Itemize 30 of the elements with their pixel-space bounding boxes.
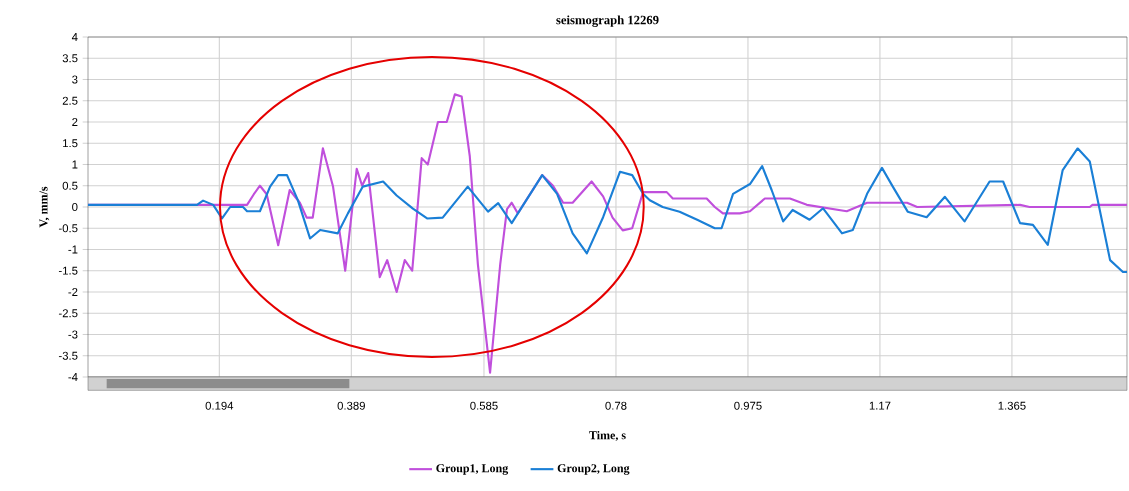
y-tick-label: 0.5 [62,181,78,190]
legend-label: Group1, Long [436,464,509,475]
x-tick-label: 0.389 [337,401,365,410]
y-tick-label: 2.5 [62,96,78,105]
y-tick-label: 4 [71,33,78,41]
y-tick-label: -0.5 [58,224,78,233]
y-tick-label: -1.5 [58,266,78,275]
y-tick-label: -3.5 [58,351,78,360]
x-tick-label: 0.78 [605,401,627,410]
x-tick-label: 1.365 [998,401,1026,410]
y-tick-label: -2.5 [58,309,78,318]
y-tick-label: 2 [72,118,78,126]
y-tick-label: -3 [68,330,78,339]
x-tick-label: 0.194 [205,401,234,410]
chart-title: seismograph 12269 [556,15,659,27]
y-tick-label: 3 [72,75,78,84]
y-tick-label: 0 [72,202,78,211]
y-tick-label: 3.5 [62,54,78,63]
y-axis-title: V, mm/s [39,186,50,228]
legend-label: Group2, Long [557,464,630,475]
x-axis-title: Time, s [589,430,626,442]
line-series [88,147,1127,274]
x-tick-label: 1.17 [869,401,891,410]
x-tick-label: 0.585 [470,401,498,410]
y-tick-label: 1 [72,160,78,169]
y-tick-label: 1.5 [63,139,78,148]
y-tick-label: -2 [68,288,78,296]
y-tick-label: -4 [68,373,78,381]
y-tick-label: -1 [68,245,78,254]
x-tick-label: 0.975 [734,401,762,410]
